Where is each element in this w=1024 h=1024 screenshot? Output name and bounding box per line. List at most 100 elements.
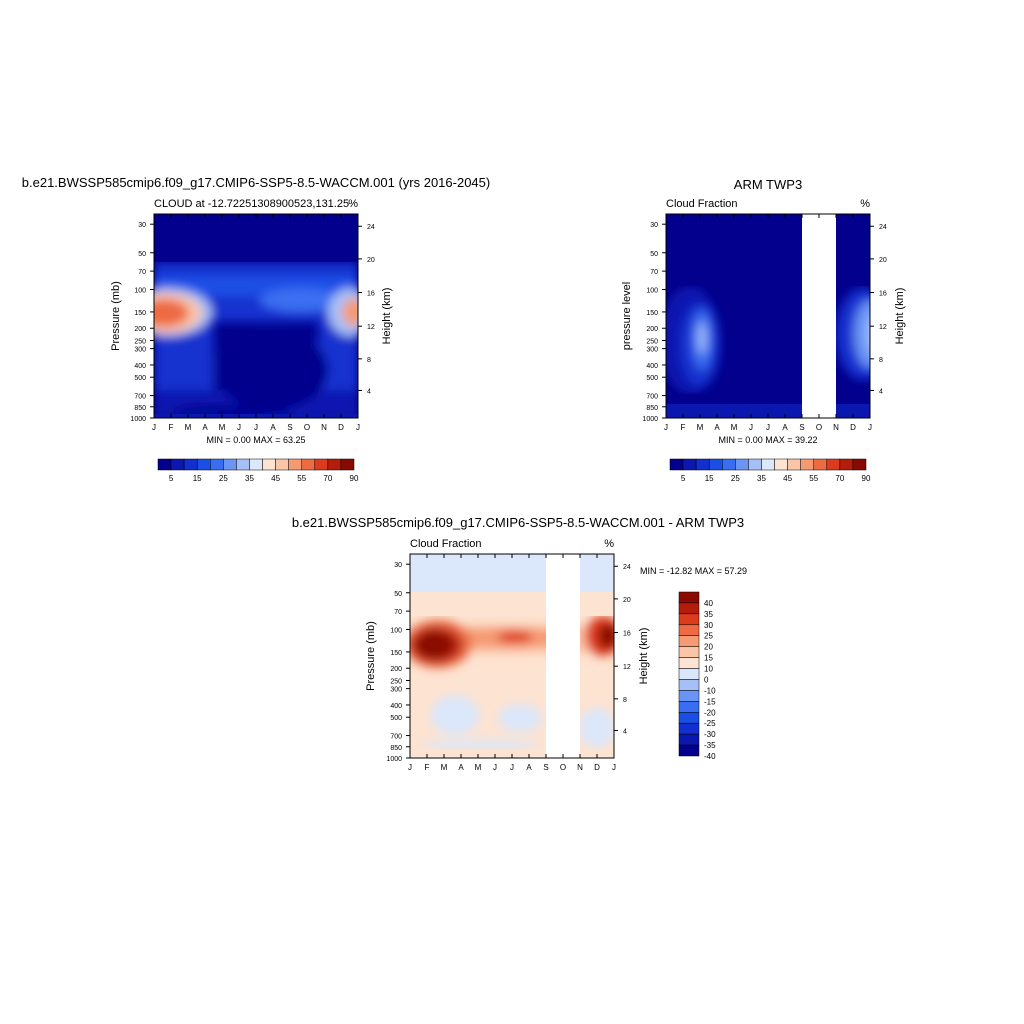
- panel1-ylabel-right: Height (km): [381, 288, 393, 345]
- colorbar-swatch: [735, 458, 749, 471]
- x-tick-label: J: [868, 423, 872, 432]
- colorbar-swatch: [678, 624, 700, 636]
- x-tick-label: F: [169, 423, 174, 432]
- panel3-axes: J F M A M J J A S O N D J 30 50 70 100 150 200 250 300 400 500…: [386, 554, 631, 772]
- panel2-heatmap: [666, 214, 870, 418]
- y-tick-label: 200: [646, 326, 658, 333]
- y-tick-right-label: 20: [879, 257, 887, 264]
- colorbar-label: 45: [783, 474, 792, 483]
- y-tick-label: 1000: [130, 416, 146, 423]
- panel1-title: b.e21.BWSSP585cmip6.f09_g17.CMIP6-SSP5-8…: [22, 175, 490, 190]
- colorbar-swatch: [761, 458, 775, 471]
- colorbar-label: 30: [704, 621, 713, 630]
- y-tick-right-label: 8: [623, 697, 627, 704]
- x-tick-label: M: [441, 763, 448, 772]
- y-tick-right-label: 12: [367, 324, 375, 331]
- colorbar-swatch: [852, 458, 867, 471]
- colorbar-swatch: [748, 458, 762, 471]
- axes-layer: J F M A M J J A S O N D J305070100150200250300400500…: [130, 214, 887, 772]
- colorbar-swatch: [196, 458, 211, 471]
- colorbar-panel2: 5 15 25 35 45 55 70 90: [669, 458, 871, 483]
- colorbar-swatch: [787, 458, 801, 471]
- colorbar-label: 35: [704, 610, 713, 619]
- colorbar-swatch: [678, 733, 700, 746]
- x-tick-label: A: [458, 763, 464, 772]
- colorbar-label: 5: [681, 474, 686, 483]
- cloud-blob: [698, 322, 706, 354]
- x-tick-label: J: [493, 763, 497, 772]
- y-tick-label: 30: [138, 222, 146, 229]
- y-tick-label: 150: [134, 310, 146, 317]
- x-tick-label: N: [577, 763, 583, 772]
- panel1-minmax: MIN = 0.00 MAX = 63.25: [206, 435, 305, 445]
- x-tick-label: D: [338, 423, 344, 432]
- panel3-ylabel: Pressure (mb): [365, 621, 377, 691]
- y-tick-label: 30: [650, 222, 658, 229]
- colorbar-label: -10: [704, 686, 716, 695]
- y-tick-right-label: 8: [879, 357, 883, 364]
- panel3-unit: %: [604, 538, 614, 550]
- colorbar-label: 25: [704, 632, 713, 641]
- panel2-ylabel: pressure level: [621, 282, 633, 350]
- diff-blob: [579, 708, 614, 748]
- colorbar-swatch: [669, 458, 684, 471]
- colorbar-swatch: [170, 458, 185, 471]
- colorbar-swatch: [210, 458, 224, 471]
- colorbar-label: -25: [704, 719, 716, 728]
- y-tick-label: 70: [138, 269, 146, 276]
- colorbar-label: -30: [704, 730, 716, 739]
- y-tick-label: 100: [390, 627, 402, 634]
- diff-blob: [498, 704, 542, 732]
- y-tick-label: 850: [390, 745, 402, 752]
- colorbar-label: 20: [704, 643, 713, 652]
- colorbar-swatch: [708, 458, 723, 471]
- panel3-subtitle: Cloud Fraction: [410, 538, 482, 550]
- colorbar-swatch: [288, 458, 302, 471]
- colorbar-swatch: [678, 602, 700, 615]
- y-tick-right-label: 4: [879, 388, 883, 395]
- panel1-unit: %: [348, 198, 358, 210]
- colorbar-swatch: [695, 458, 710, 471]
- colorbar-label: 0: [704, 675, 709, 684]
- y-tick-label: 300: [134, 347, 146, 354]
- y-tick-label: 850: [646, 405, 658, 412]
- cloud-blob: [260, 288, 340, 312]
- x-tick-label: J: [664, 423, 668, 432]
- y-tick-right-label: 4: [623, 728, 627, 735]
- y-tick-label: 300: [390, 687, 402, 694]
- y-tick-right-label: 16: [879, 291, 887, 298]
- panel2-axes: J F M A M J J A S O N D J 30 50 70 100 150 200 250 300 400 500…: [642, 214, 887, 432]
- y-tick-label: 700: [390, 734, 402, 741]
- x-tick-label: J: [356, 423, 360, 432]
- colorbar-label: 70: [323, 474, 332, 483]
- panel1-subtitle: CLOUD at -12.72251308900523,131.25: [154, 198, 349, 210]
- colorbar-swatch: [800, 458, 814, 471]
- diff-blob: [420, 740, 540, 750]
- y-tick-label: 500: [134, 375, 146, 382]
- colorbar-swatch: [678, 701, 700, 713]
- y-tick-right-label: 24: [367, 224, 375, 231]
- x-tick-label: S: [287, 423, 292, 432]
- colorbar-label: -40: [704, 752, 716, 761]
- panel2-unit: %: [860, 198, 870, 210]
- y-tick-label: 1000: [386, 756, 402, 763]
- x-tick-label: J: [237, 423, 241, 432]
- y-tick-label: 400: [646, 363, 658, 370]
- colorbar-panel1: 5 15 25 35 45 55 70 90: [157, 458, 359, 483]
- colorbar-label: 25: [731, 474, 740, 483]
- x-tick-label: A: [270, 423, 276, 432]
- x-tick-label: O: [816, 423, 822, 432]
- colorbar-swatch: [678, 679, 700, 691]
- colorbar-swatch: [301, 458, 316, 471]
- panel2-subtitle: Cloud Fraction: [666, 198, 738, 210]
- colorbar-label: -20: [704, 708, 716, 717]
- x-tick-label: A: [782, 423, 788, 432]
- panel3-heatmap: [410, 554, 614, 758]
- colorbar-swatch: [682, 458, 697, 471]
- colorbar-label: 70: [835, 474, 844, 483]
- x-tick-label: J: [766, 423, 770, 432]
- y-tick-label: 700: [134, 394, 146, 401]
- y-tick-label: 1000: [642, 416, 658, 423]
- y-tick-label: 50: [138, 251, 146, 258]
